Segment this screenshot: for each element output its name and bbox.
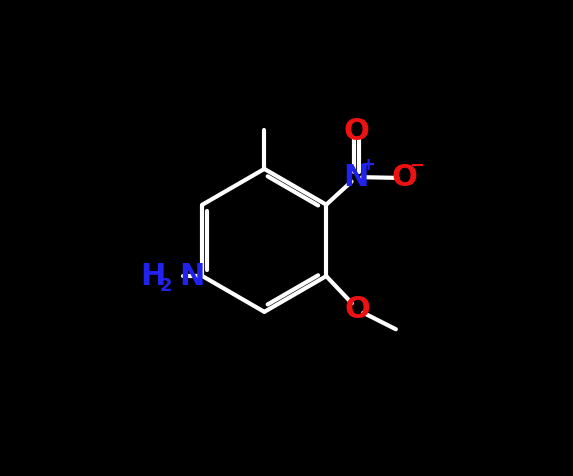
Text: 2: 2 [159, 278, 172, 296]
Text: −: − [409, 157, 425, 175]
Text: O: O [343, 117, 369, 146]
Text: H: H [140, 262, 166, 291]
Text: O: O [344, 295, 370, 324]
Text: N: N [344, 163, 369, 192]
Text: N: N [180, 262, 205, 291]
Text: +: + [360, 157, 375, 174]
Text: O: O [391, 163, 417, 192]
